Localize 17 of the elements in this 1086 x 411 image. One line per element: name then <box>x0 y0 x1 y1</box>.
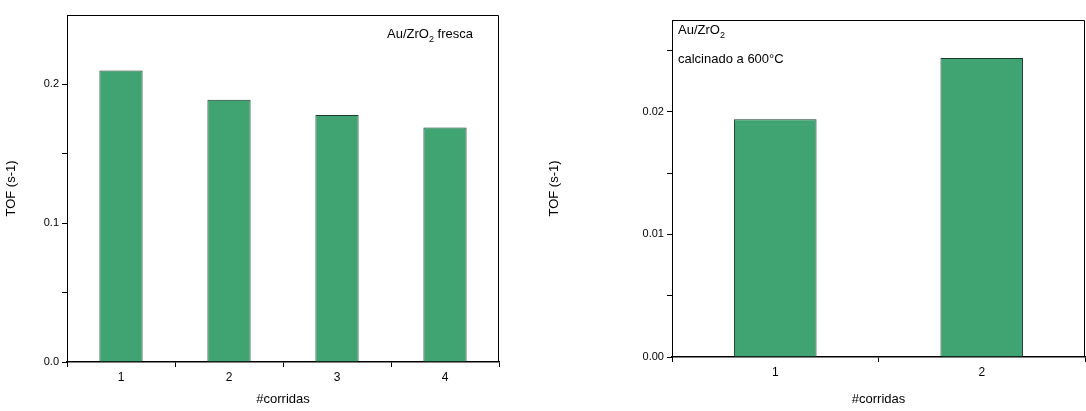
x-axis-title: #corridas <box>256 390 311 406</box>
y-axis-title: TOF (s-1) <box>3 160 19 217</box>
x-tick-label: 4 <box>441 369 449 384</box>
y-tick-label: 0.2 <box>43 77 59 90</box>
y-tick-label: 0.01 <box>642 227 664 240</box>
x-tick-label: 1 <box>117 369 125 384</box>
y-tick-label: 0.00 <box>642 350 664 363</box>
x-tick-label: 2 <box>978 364 986 379</box>
x-tick-label: 2 <box>225 369 233 384</box>
annotation: calcinado a 600°C <box>678 51 784 66</box>
y-tick-label: 0.02 <box>642 104 664 117</box>
x-tick-label: 1 <box>771 364 779 379</box>
y-axis-title: TOF (s-1) <box>546 160 562 217</box>
y-tick-label: 0.0 <box>43 355 59 368</box>
y-tick-label: 0.1 <box>43 216 59 229</box>
x-tick-label: 3 <box>333 369 341 384</box>
x-axis-title: #corridas <box>851 390 906 406</box>
